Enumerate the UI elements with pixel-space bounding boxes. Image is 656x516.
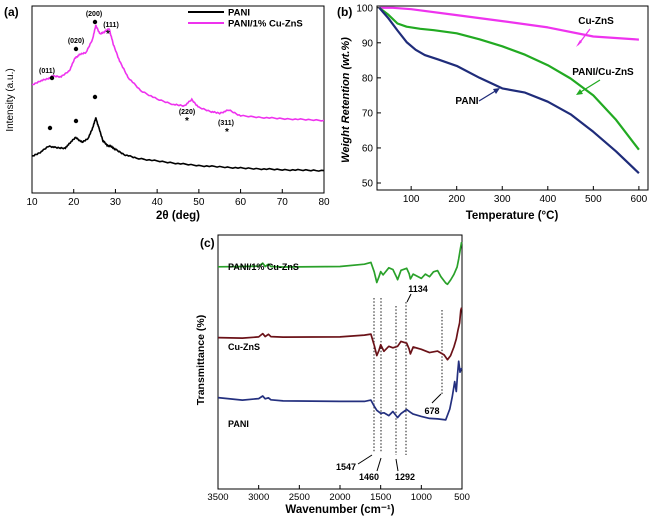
xrd-x-ticks: 10 20 30 40 50 60 70 80	[26, 189, 330, 208]
tga-y-ticks: 50 60 70 80 90 100	[356, 3, 381, 189]
xrd-x-tick-label: 70	[277, 197, 289, 208]
xrd-panel: (a) 10 20 30 40 50 60 70 80 2θ (deg) Intensity …	[4, 5, 330, 222]
xrd-series-pani	[31, 117, 325, 172]
ftir-series-pani	[217, 360, 463, 421]
xrd-x-tick-label: 20	[68, 197, 80, 208]
tga-x-tick-label: 400	[539, 194, 556, 205]
tga-series-group	[378, 6, 640, 174]
peak-label-020: (020)	[68, 38, 84, 45]
tga-x-axis-title: Temperature (°C)	[466, 210, 559, 222]
ftir-guide-lines	[373, 298, 443, 455]
ftir-arrow-1460	[376, 457, 382, 472]
ftir-peak-1134: 1134	[408, 284, 428, 294]
ftir-panel: (c) 3500 3000 2500 2000 1500 1000 500 Wavenumb…	[195, 234, 470, 516]
tga-y-tick-label: 60	[362, 143, 374, 154]
ftir-x-tick-label: 1000	[411, 492, 432, 503]
peak-marker-star: *	[225, 127, 229, 138]
peak-marker-star: *	[185, 116, 189, 127]
xrd-plot-frame	[31, 5, 325, 194]
xrd-x-tick-label: 50	[193, 197, 205, 208]
peak-label-220: (220)	[179, 109, 195, 116]
ftir-x-tick-label: 3000	[248, 492, 269, 503]
tga-x-tick-label: 500	[585, 194, 602, 205]
peak-label-311: (311)	[218, 120, 234, 127]
panel-label-a: (a)	[4, 5, 19, 19]
ftir-peak-678: 678	[424, 406, 439, 416]
ftir-plot-frame	[217, 234, 463, 490]
ftir-peak-1460: 1460	[359, 472, 379, 482]
tga-series-pani-cu-zns	[378, 6, 640, 151]
tga-x-tick-label: 600	[631, 194, 648, 205]
ftir-arrow-1547	[357, 454, 373, 465]
xrd-x-axis-title: 2θ (deg)	[156, 210, 200, 222]
ftir-x-tick-label: 1500	[370, 492, 391, 503]
peak-marker-dot	[73, 46, 79, 52]
ftir-arrow-1292	[395, 458, 399, 472]
peak-label-200: (200)	[86, 11, 102, 18]
peak-marker-dot	[92, 19, 98, 25]
xrd-x-tick-label: 30	[110, 197, 122, 208]
tga-y-tick-label: 90	[362, 38, 374, 49]
xrd-x-tick-label: 10	[26, 197, 38, 208]
tga-arrowhead-composite	[576, 89, 583, 95]
tga-y-tick-label: 80	[362, 73, 374, 84]
tga-arrowhead-pani	[493, 88, 500, 94]
tga-arrow-pani	[478, 89, 498, 102]
ftir-x-tick-label: 500	[454, 492, 470, 503]
legend-label-pani: PANI	[228, 8, 250, 19]
panel-label-b: (b)	[337, 5, 352, 19]
peak-marker-dot	[92, 94, 98, 100]
peak-label-111: (111)	[103, 22, 119, 29]
ftir-x-tick-label: 2500	[289, 492, 310, 503]
tga-arrow-composite	[578, 79, 601, 94]
legend-label-composite: PANI/1% Cu-ZnS	[228, 19, 303, 30]
ftir-curve-label-pani: PANI	[228, 419, 249, 429]
ftir-curve-label-composite: PANI/1% Cu-ZnS	[228, 262, 299, 272]
tga-y-tick-label: 70	[362, 108, 374, 119]
tga-label-composite: PANI/Cu-ZnS	[572, 67, 634, 78]
xrd-series-group	[31, 24, 325, 172]
tga-x-ticks: 100 200 300 400 500 600	[403, 186, 648, 205]
ftir-arrow-678	[431, 393, 442, 404]
panel-label-c: (c)	[200, 236, 215, 250]
ftir-curve-label-cuzns: Cu-ZnS	[228, 342, 260, 352]
peak-marker-star: *	[106, 29, 110, 40]
tga-plot-frame	[376, 5, 649, 191]
ftir-peak-1547: 1547	[336, 462, 356, 472]
peak-marker-dot	[47, 125, 53, 131]
ftir-peak-1292: 1292	[395, 472, 415, 482]
tga-x-tick-label: 200	[448, 194, 465, 205]
ftir-x-ticks: 3500 3000 2500 2000 1500 1000 500	[207, 485, 470, 503]
tga-x-tick-label: 100	[403, 194, 420, 205]
ftir-x-axis-title: Wavenumber (cm⁻¹)	[285, 504, 394, 516]
tga-y-tick-label: 100	[356, 3, 373, 14]
tga-series-pani	[378, 7, 640, 174]
ftir-x-tick-label: 2000	[329, 492, 350, 503]
tga-panel: (b) 100 200 300 400 500 600 50 60 70 80 90 100 Tem…	[337, 3, 649, 222]
tga-label-pani: PANI	[455, 96, 478, 107]
ftir-series-group	[217, 241, 463, 421]
peak-marker-dot	[73, 118, 79, 124]
ftir-x-tick-label: 3500	[207, 492, 228, 503]
peak-markers: * * *	[47, 19, 229, 138]
xrd-legend: PANI PANI/1% Cu-ZnS	[188, 8, 303, 30]
tga-x-tick-label: 300	[494, 194, 511, 205]
tga-arrowhead-cuzns	[576, 40, 582, 47]
tga-y-axis-title: Weight Retention (wt.%)	[340, 37, 352, 163]
tga-y-tick-label: 50	[362, 178, 374, 189]
peak-label-011: (011)	[39, 68, 55, 75]
xrd-y-axis-title: Intensity (a.u.)	[5, 68, 16, 131]
peak-marker-dot	[49, 75, 55, 81]
ftir-arrow-1134	[406, 293, 412, 303]
xrd-x-tick-label: 40	[152, 197, 164, 208]
ftir-series-pani-1-cu-zns	[217, 241, 463, 286]
xrd-x-tick-label: 60	[235, 197, 247, 208]
xrd-x-tick-label: 80	[318, 197, 330, 208]
tga-label-cuzns: Cu-ZnS	[578, 16, 614, 27]
ftir-series-cu-zns	[217, 307, 463, 361]
xrd-series-pani-1-cu-zns	[32, 24, 325, 122]
ftir-y-axis-title: Transmittance (%)	[195, 315, 207, 405]
